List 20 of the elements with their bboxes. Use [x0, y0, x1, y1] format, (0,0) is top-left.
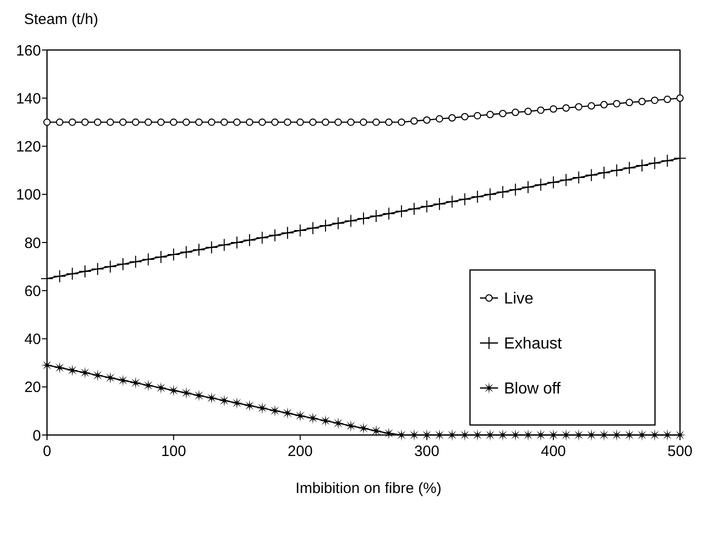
x-tick-label: 100: [161, 443, 186, 460]
x-tick-label: 400: [540, 443, 566, 460]
y-tick-label: 60: [24, 282, 41, 300]
legend-label: Exhaust: [504, 336, 562, 353]
y-tick-label: 0: [32, 427, 41, 444]
x-tick-label: 500: [667, 443, 693, 460]
legend-label: Live: [504, 290, 534, 308]
x-tick-label: 300: [414, 443, 440, 460]
legend-label: Blow off: [504, 380, 562, 398]
x-tick-label: 0: [42, 443, 52, 460]
y-tick-label: 160: [16, 42, 41, 60]
y-tick-label: 100: [16, 186, 41, 204]
y-tick-label: 40: [24, 331, 41, 348]
x-tick-label: 200: [288, 443, 313, 460]
y-tick-label: 80: [24, 234, 41, 252]
x-axis-title: Imbibition on fibre (%): [296, 480, 442, 497]
y-tick-label: 120: [16, 138, 41, 156]
y-tick-label: 20: [24, 379, 41, 396]
y-tick-label: 140: [16, 90, 41, 108]
y-axis-title: Steam (t/h): [24, 11, 98, 28]
